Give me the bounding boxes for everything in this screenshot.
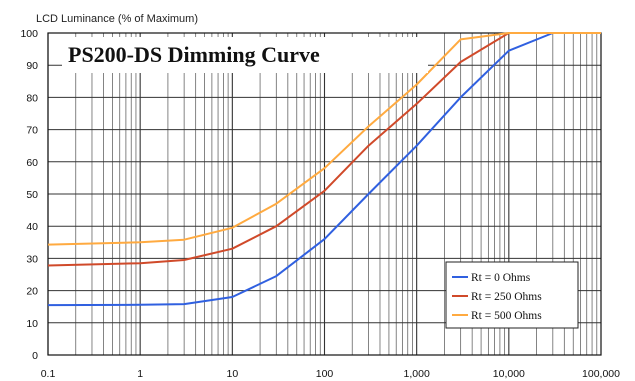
y-tick-label: 80 [26, 92, 38, 104]
y-tick-label: 40 [26, 221, 38, 233]
tick-labels: 0 10 20 30 40 50 60 70 80 90 100 0.1 1 10 100 1,000 10,0… [20, 28, 620, 380]
x-tick-label: 10,000 [493, 368, 525, 380]
plot-frame [47, 32, 602, 356]
y-tick-label: 10 [26, 318, 38, 330]
y-tick-label: 20 [26, 286, 38, 298]
x-tick-label: 1,000 [404, 368, 430, 380]
legend-label: Rt = 250 Ohms [471, 291, 542, 303]
x-tick-label: 10 [226, 368, 238, 380]
series-lines [47, 32, 601, 307]
y-tick-label: 70 [26, 125, 38, 137]
x-tick-label: 100 [316, 368, 334, 380]
x-tick-label: 1 [137, 368, 143, 380]
series-line [47, 32, 601, 307]
legend: Rt = 0 Ohms Rt = 250 Ohms Rt = 500 Ohms [445, 261, 579, 329]
y-axis-label: LCD Luminance (% of Maximum) [36, 13, 198, 25]
series-line [47, 32, 601, 246]
series-line [47, 32, 601, 267]
y-tick-label: 90 [26, 60, 38, 72]
y-tick-label: 100 [20, 28, 38, 40]
title-background [62, 37, 428, 73]
legend-label: Rt = 500 Ohms [471, 310, 542, 322]
x-tick-label: 100,000 [582, 368, 620, 380]
chart-title: PS200-DS Dimming Curve [68, 42, 320, 67]
y-tick-label: 30 [26, 253, 38, 265]
y-tick-label: 0 [32, 350, 38, 362]
legend-label: Rt = 0 Ohms [471, 272, 531, 284]
y-tick-label: 50 [26, 189, 38, 201]
x-tick-label: 0.1 [41, 368, 56, 380]
y-tick-label: 60 [26, 157, 38, 169]
